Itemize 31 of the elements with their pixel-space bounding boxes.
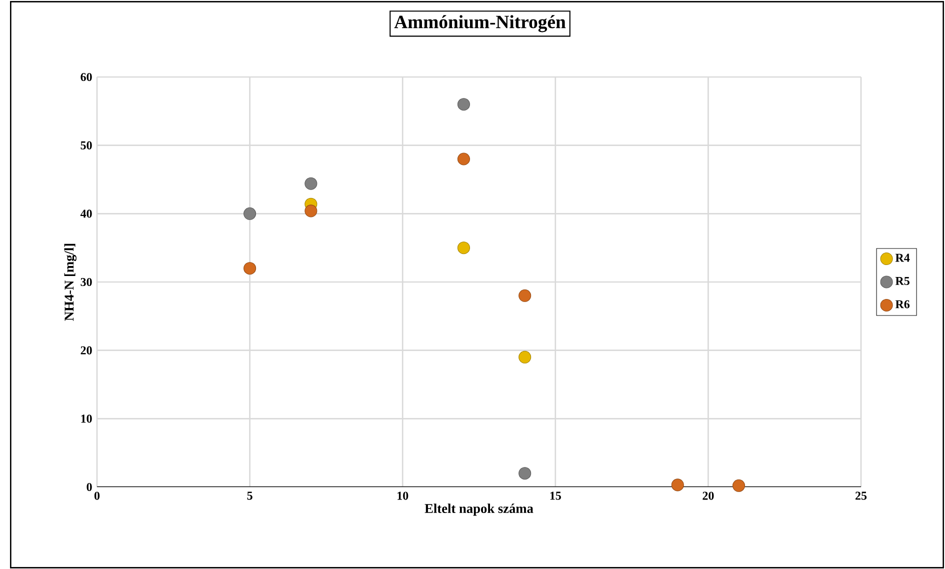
point: [304, 204, 318, 218]
x-tick-label: 15: [550, 492, 561, 500]
x-tick-label: 5: [247, 492, 252, 500]
point: [457, 242, 470, 254]
y-tick-label: 60: [80, 72, 92, 82]
point: [518, 350, 532, 364]
x-tick-label: 10: [398, 492, 408, 500]
point: [244, 207, 256, 220]
x-tick-label: 0: [94, 492, 100, 500]
legend-label: R6: [895, 300, 910, 308]
legend-label: R4: [895, 254, 910, 262]
y-axis-title: NH4-N [mg/l]: [64, 244, 76, 321]
point: [671, 478, 684, 492]
chart-title: Ammónium-Nitrogén: [394, 15, 566, 32]
point: [304, 177, 318, 190]
y-tick-label: 40: [80, 210, 92, 218]
y-tick-label: 50: [80, 141, 92, 150]
y-tick-label: 10: [81, 414, 92, 423]
x-tick-label: 20: [702, 492, 714, 500]
point: [518, 467, 532, 480]
y-tick-label: 30: [80, 278, 92, 286]
x-axis-title: Eltelt napok száma: [424, 504, 534, 516]
point: [244, 262, 256, 275]
x-tick-label: 25: [856, 492, 867, 500]
y-tick-label: 0: [86, 482, 92, 492]
point: [457, 152, 470, 166]
point: [457, 98, 470, 111]
y-tick-label: 20: [80, 346, 92, 354]
point: [732, 479, 746, 492]
point: [518, 289, 532, 302]
legend-label: R5: [895, 277, 910, 286]
